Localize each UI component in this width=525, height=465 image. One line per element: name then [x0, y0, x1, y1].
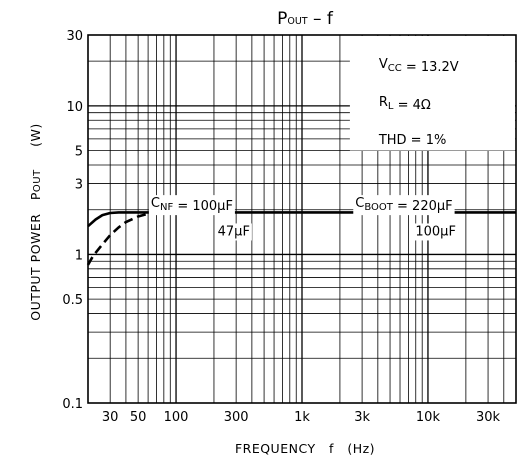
annotation-text: 100μF: [415, 224, 456, 239]
x-tick-label: 10k: [416, 410, 441, 425]
chart-title-rest: – f: [308, 9, 334, 29]
annotation-subscript: L: [388, 101, 394, 112]
annotation-part: = 220μF: [393, 199, 453, 214]
y-tick-label: 5: [75, 145, 83, 160]
y-tick-label: 30: [66, 29, 83, 44]
annotation: CNF = 100μF: [148, 195, 235, 216]
y-tick-labels: 0.1 0.5 1 3 5 10 30: [62, 29, 83, 412]
annotation: CBOOT = 220μF: [353, 195, 455, 216]
annotation: 100μF: [413, 223, 458, 241]
chart-title-subscript: OUT: [287, 16, 307, 27]
x-tick-label: 300: [224, 410, 249, 425]
annotation-part: = 13.2V: [402, 60, 459, 75]
annotation-part: V: [379, 57, 388, 72]
annotation-background: [413, 223, 458, 241]
x-tick-label: 50: [130, 410, 147, 425]
chart-title: POUT – f: [277, 9, 334, 29]
annotation-background: [376, 93, 433, 114]
y-tick-label: 0.5: [62, 293, 83, 308]
annotation-part: THD = 1%: [378, 133, 447, 148]
annotation-subscript: CC: [388, 63, 402, 74]
annotation-text: RL = 4Ω: [379, 95, 431, 113]
x-tick-label: 30k: [476, 410, 501, 425]
x-axis-label: FREQUENCY f (Hz): [235, 441, 375, 456]
y-tick-label: 3: [75, 178, 83, 193]
x-tick-label: 3k: [354, 410, 370, 425]
annotation-background: [353, 195, 455, 216]
y-axis-label-subscript: OUT: [32, 169, 43, 192]
x-tick-label: 100: [164, 410, 189, 425]
annotation: RL = 4Ω: [376, 93, 433, 114]
annotation-subscript: NF: [160, 202, 173, 213]
annotation: 47μF: [215, 223, 252, 241]
chart-title-main: P: [277, 9, 287, 29]
annotation-part: = 4Ω: [393, 98, 430, 113]
annotation-text: CNF = 100μF: [151, 196, 233, 214]
legend-background: [349, 36, 515, 151]
annotation-part: 47μF: [218, 224, 250, 239]
y-tick-label: 1: [75, 248, 83, 263]
y-axis-label-unit: (W): [28, 123, 43, 147]
series-line-solid: [87, 211, 516, 228]
annotation-background: [375, 131, 449, 149]
annotation-part: C: [151, 196, 160, 211]
y-axis-label-spacer: [28, 147, 43, 169]
annotation-text: 47μF: [218, 224, 250, 239]
annotation-part: C: [355, 196, 364, 211]
annotation-background: [215, 223, 252, 241]
annotation-text: CBOOT = 220μF: [355, 196, 452, 214]
x-tick-label: 1k: [294, 410, 310, 425]
annotation: VCC = 13.2V: [376, 55, 461, 76]
y-axis-label-main: OUTPUT POWER P: [28, 192, 43, 321]
annotation-background: [148, 195, 235, 216]
annotation-part: 100μF: [415, 224, 456, 239]
conditions-box: [349, 36, 515, 151]
x-tick-label: 30: [102, 410, 119, 425]
annotation-text: VCC = 13.2V: [379, 57, 459, 75]
annotation-part: = 100μF: [173, 199, 233, 214]
annotation-background: [376, 55, 461, 76]
annotation-subscript: BOOT: [364, 202, 393, 213]
annotation-text: THD = 1%: [378, 133, 447, 148]
annotation: THD = 1%: [375, 131, 449, 149]
y-axis-label: OUTPUT POWER POUT (W): [28, 123, 43, 321]
annotation-part: R: [379, 95, 388, 110]
plot-frame: [87, 34, 517, 404]
y-tick-label: 0.1: [62, 397, 83, 412]
x-tick-labels: 30 50 100 300 1k 3k 10k 30k: [102, 410, 501, 425]
y-tick-label: 10: [66, 100, 83, 115]
